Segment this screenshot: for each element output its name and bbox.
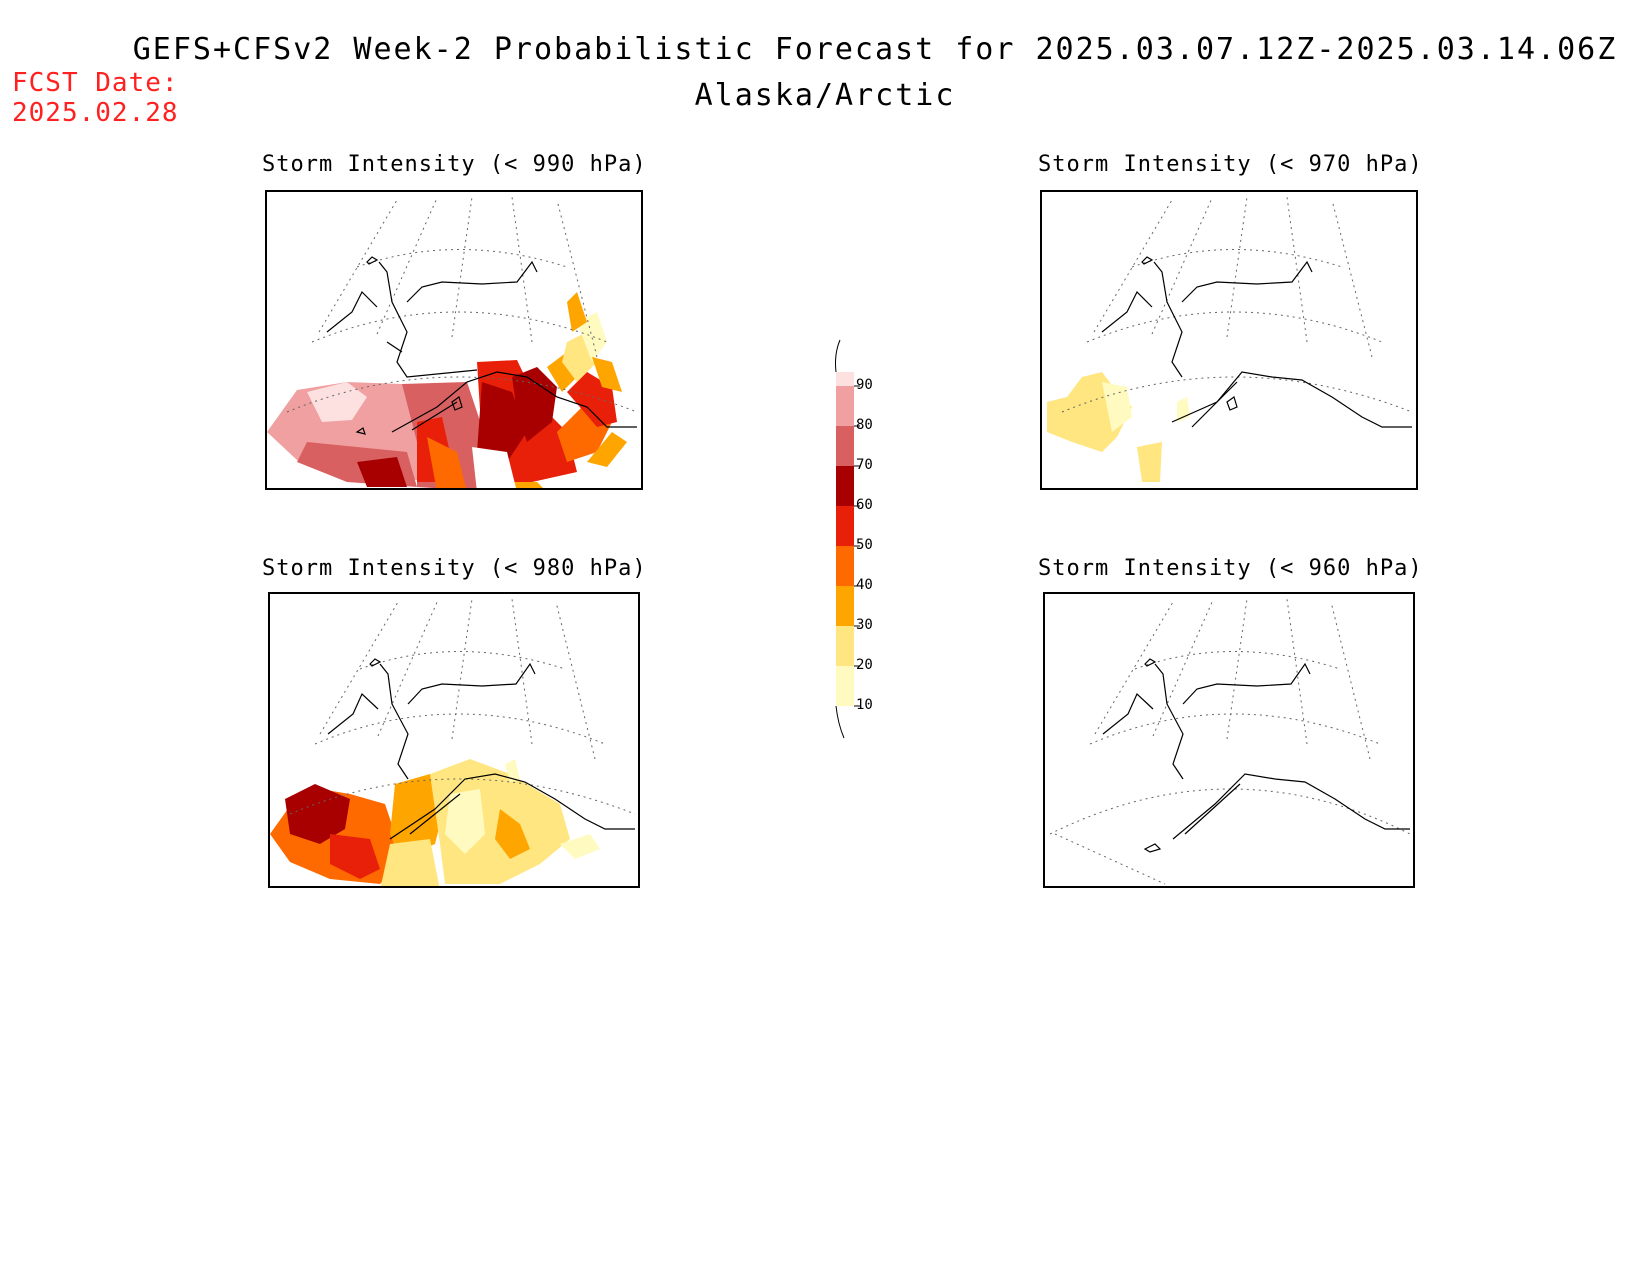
colorbar-swatch-8 [836, 386, 854, 426]
colorbar-swatch-4 [836, 546, 854, 586]
colorbar-label: 60 [856, 497, 873, 513]
main-title: GEFS+CFSv2 Week-2 Probabilistic Forecast… [132, 32, 1618, 67]
panel-990-title: Storm Intensity (< 990 hPa) [262, 152, 647, 177]
map-panel-970 [1040, 190, 1418, 490]
probability-fill-970 [1047, 372, 1190, 482]
map-980-canvas [270, 598, 636, 886]
colorbar-swatch-6 [836, 466, 854, 506]
panel-970-title: Storm Intensity (< 970 hPa) [1038, 152, 1423, 177]
map-panel-980 [268, 592, 640, 888]
graticule-990 [286, 196, 638, 413]
map-panel-960 [1043, 592, 1415, 888]
colorbar-label: 30 [856, 617, 873, 633]
coastline-980 [327, 658, 635, 840]
coastline-970 [1101, 256, 1412, 428]
colorbar-label: 80 [856, 417, 873, 433]
colorbar-label: 90 [856, 377, 873, 393]
forecast-date-label: FCST Date: [12, 68, 179, 98]
map-region-subtitle: Alaska/Arctic [694, 78, 956, 113]
colorbar-swatches [836, 372, 860, 707]
graticule-980 [289, 598, 636, 815]
colorbar-label: 40 [856, 577, 873, 593]
graticule-970 [1061, 196, 1413, 413]
coastline-960 [1102, 658, 1410, 853]
colorbar-swatch-2 [836, 626, 854, 666]
colorbar-swatch-1 [836, 666, 854, 706]
colorbar-label: 50 [856, 537, 873, 553]
forecast-date-value: 2025.02.28 [12, 98, 179, 128]
map-panel-990 [265, 190, 643, 490]
colorbar-label: 20 [856, 657, 873, 673]
colorbar-swatch-9 [836, 372, 854, 386]
probability-colorbar [835, 339, 860, 739]
panel-980-title: Storm Intensity (< 980 hPa) [262, 556, 647, 581]
map-990-canvas [267, 196, 638, 488]
probability-fill-980 [270, 759, 600, 886]
panel-960-title: Storm Intensity (< 960 hPa) [1038, 556, 1423, 581]
colorbar-swatch-5 [836, 506, 854, 546]
probability-fill-990 [267, 292, 627, 488]
map-970-canvas [1047, 196, 1413, 482]
map-960-canvas [1049, 598, 1411, 885]
colorbar-swatch-7 [836, 426, 854, 466]
coastline-990 [326, 256, 637, 435]
colorbar-top-cap [835, 339, 841, 373]
graticule-960 [1049, 598, 1411, 885]
colorbar-bottom-cap [835, 705, 845, 739]
colorbar-label: 10 [856, 697, 873, 713]
colorbar-swatch-3 [836, 586, 854, 626]
colorbar-label: 70 [856, 457, 873, 473]
